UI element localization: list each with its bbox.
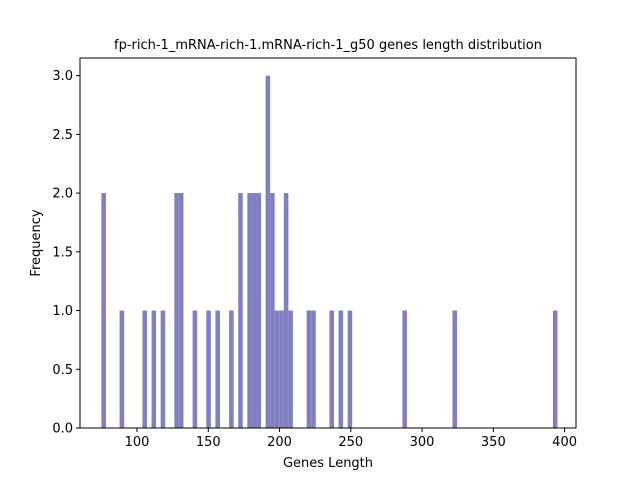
histogram-bar [229,310,234,428]
x-tick-label: 400 [552,435,577,450]
histogram-bar [247,193,252,428]
histogram-bar [142,310,147,428]
y-axis-label: Frequency [29,209,44,276]
y-tick-label: 1.5 [52,245,73,260]
histogram-bar [452,310,457,428]
histogram-bar [288,310,293,428]
y-tick-label: 0.5 [52,363,73,378]
histogram-bar [101,193,106,428]
histogram-bar [270,193,275,428]
x-axis-ticks: 100 150 200 250 300 350 400 [125,428,577,450]
x-tick-label: 150 [196,435,221,450]
y-axis-ticks: 0.0 0.5 1.0 1.5 2.0 2.5 3.0 [52,69,80,437]
y-tick-label: 3.0 [52,69,73,84]
histogram-bar [119,310,125,428]
y-tick-label: 0.0 [52,422,73,437]
histogram-bar [151,310,157,428]
histogram-bar [238,193,243,428]
histogram-bar [160,310,166,428]
x-axis-label: Genes Length [283,456,373,471]
histogram-bar [265,75,271,429]
histogram-bar [174,193,179,428]
histogram-bar [306,310,312,428]
histogram-bar [311,310,316,428]
x-tick-label: 200 [267,435,292,450]
histogram-bar [215,310,220,428]
histogram-bar [279,310,284,428]
histogram-bar [192,310,198,428]
histogram-bar [347,310,353,428]
bars-layer [101,75,558,429]
x-tick-label: 250 [338,435,363,450]
histogram-bar [251,193,257,428]
y-tick-label: 2.0 [52,187,73,202]
plot-area-frame [79,57,577,429]
histogram-bar [402,310,407,428]
x-tick-label: 350 [481,435,506,450]
histogram-bar [338,310,344,428]
histogram-bar [283,193,289,428]
histogram-bar [274,310,280,428]
histogram-bar [206,310,211,428]
x-tick-label: 300 [410,435,435,450]
x-tick-label: 100 [125,435,150,450]
histogram-bar [329,310,334,428]
histogram-bar [178,193,184,428]
histogram-bar [256,193,262,428]
histogram-bar [552,310,558,428]
y-tick-label: 2.5 [52,128,73,143]
y-tick-label: 1.0 [52,304,73,319]
chart-title: fp-rich-1_mRNA-rich-1.mRNA-rich-1_g50 ge… [114,38,542,53]
